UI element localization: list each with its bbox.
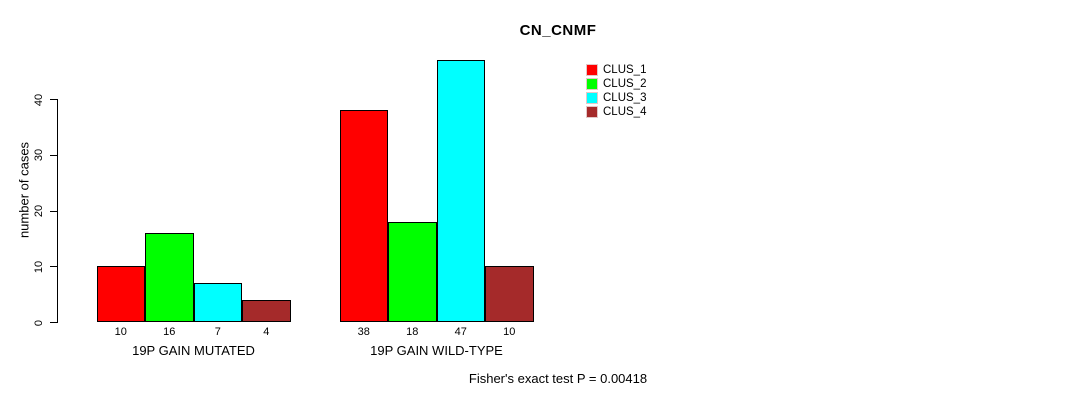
y-axis-line (57, 99, 58, 323)
legend-label: CLUS_4 (603, 106, 647, 118)
group-label: 19P GAIN MUTATED (132, 343, 255, 358)
legend-swatch-clus_2 (586, 78, 598, 90)
chart-title: CN_CNMF (519, 22, 597, 39)
legend-label: CLUS_2 (603, 78, 647, 90)
legend-label: CLUS_3 (603, 92, 647, 104)
y-tick-label: 20 (33, 204, 45, 218)
bar-value-label: 47 (454, 326, 467, 338)
bar-clus_3-group2 (436, 59, 485, 322)
bar-clus_4-group2 (485, 266, 534, 322)
bar-value-label: 18 (406, 326, 419, 338)
bar-clus_4-group1 (242, 299, 291, 322)
legend-label: CLUS_1 (603, 64, 647, 76)
y-axis-tick (50, 210, 57, 212)
legend-item: CLUS_2 (586, 77, 646, 91)
bar-clus_1-group1 (96, 266, 145, 322)
bar-clus_2-group2 (388, 221, 437, 322)
legend-swatch-clus_1 (586, 64, 598, 76)
bar-value-label: 7 (214, 326, 221, 338)
bar-clus_1-group2 (339, 110, 388, 322)
bar-value-label: 38 (357, 326, 370, 338)
group-label: 19P GAIN WILD-TYPE (370, 343, 503, 358)
bar-value-label: 4 (263, 326, 270, 338)
y-tick-label: 40 (33, 93, 45, 106)
y-axis-tick (50, 154, 57, 156)
bar-clus_2-group1 (145, 232, 194, 322)
y-axis-label: number of cases (16, 141, 32, 239)
bar-clus_3-group1 (193, 282, 242, 322)
y-tick-label: 30 (33, 149, 45, 162)
legend-item: CLUS_1 (586, 63, 646, 77)
legend: CLUS_1 CLUS_2 CLUS_3 CLUS_4 (586, 63, 646, 119)
y-tick-label: 10 (33, 260, 45, 273)
y-tick-label: 0 (33, 319, 45, 326)
fisher-test-annotation: Fisher's exact test P = 0.00418 (468, 371, 648, 386)
bar-value-label: 10 (503, 326, 516, 338)
bar-value-label: 16 (163, 326, 176, 338)
legend-swatch-clus_3 (586, 92, 598, 104)
legend-item: CLUS_4 (586, 105, 646, 119)
y-axis-tick (50, 99, 57, 100)
y-axis-tick (50, 266, 57, 268)
bar-value-label: 10 (114, 326, 127, 338)
legend-swatch-clus_4 (586, 106, 598, 118)
y-axis-tick (50, 322, 57, 323)
legend-item: CLUS_3 (586, 91, 646, 105)
